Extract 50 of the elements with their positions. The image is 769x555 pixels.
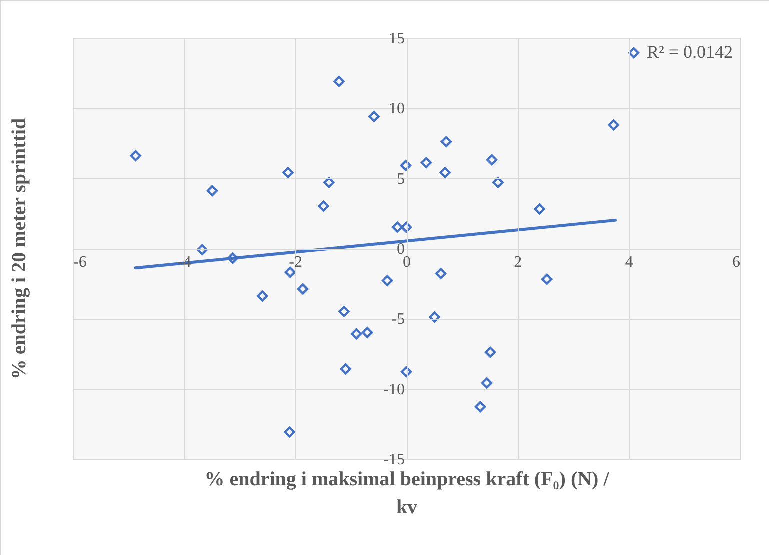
point [608, 119, 620, 131]
point [474, 402, 486, 413]
point [440, 136, 452, 148]
point [400, 160, 412, 172]
y-tick-label: 15 [389, 30, 405, 48]
point [282, 167, 294, 178]
point [362, 327, 374, 338]
x-tick-label: 6 [732, 254, 740, 271]
point [368, 111, 380, 122]
point [400, 222, 412, 234]
point [392, 222, 404, 234]
point [440, 167, 451, 178]
point [542, 274, 553, 285]
y-tick-label: 0 [397, 241, 405, 258]
x-tick-label: 4 [625, 254, 634, 271]
point [400, 366, 412, 378]
x-tick-label: 2 [514, 254, 522, 271]
y-tick-label: 5 [397, 170, 405, 188]
point [534, 204, 546, 215]
legend-label: R² = 0.0142 [647, 42, 734, 62]
point [486, 154, 498, 166]
x-axis-title: % endring i maksimal beinpress kraft (F₀) (N) / kv [204, 468, 610, 518]
point [206, 185, 218, 197]
point [340, 364, 352, 375]
point [130, 150, 142, 162]
point [196, 244, 208, 256]
point [284, 426, 296, 438]
y-axis-title: % endring i 20 meter sprinttid [8, 118, 30, 380]
y-tick-label: -5 [392, 311, 405, 328]
point [338, 306, 350, 318]
point [324, 176, 335, 188]
point [492, 176, 504, 188]
point [435, 268, 447, 280]
point [350, 328, 362, 340]
point [256, 290, 268, 302]
y-tick-label: 10 [389, 100, 405, 118]
point [298, 284, 309, 295]
x-tick-label: -6 [74, 254, 87, 271]
point [429, 312, 440, 323]
y-tick-label: -15 [384, 452, 405, 468]
x-tick-label: -2 [289, 254, 302, 271]
point [284, 266, 296, 278]
y-tick-label: -10 [384, 381, 405, 398]
point [484, 346, 496, 358]
point [318, 200, 330, 212]
point [482, 378, 493, 389]
point [334, 76, 345, 88]
point [420, 157, 432, 168]
point [382, 275, 394, 286]
point [228, 252, 239, 264]
